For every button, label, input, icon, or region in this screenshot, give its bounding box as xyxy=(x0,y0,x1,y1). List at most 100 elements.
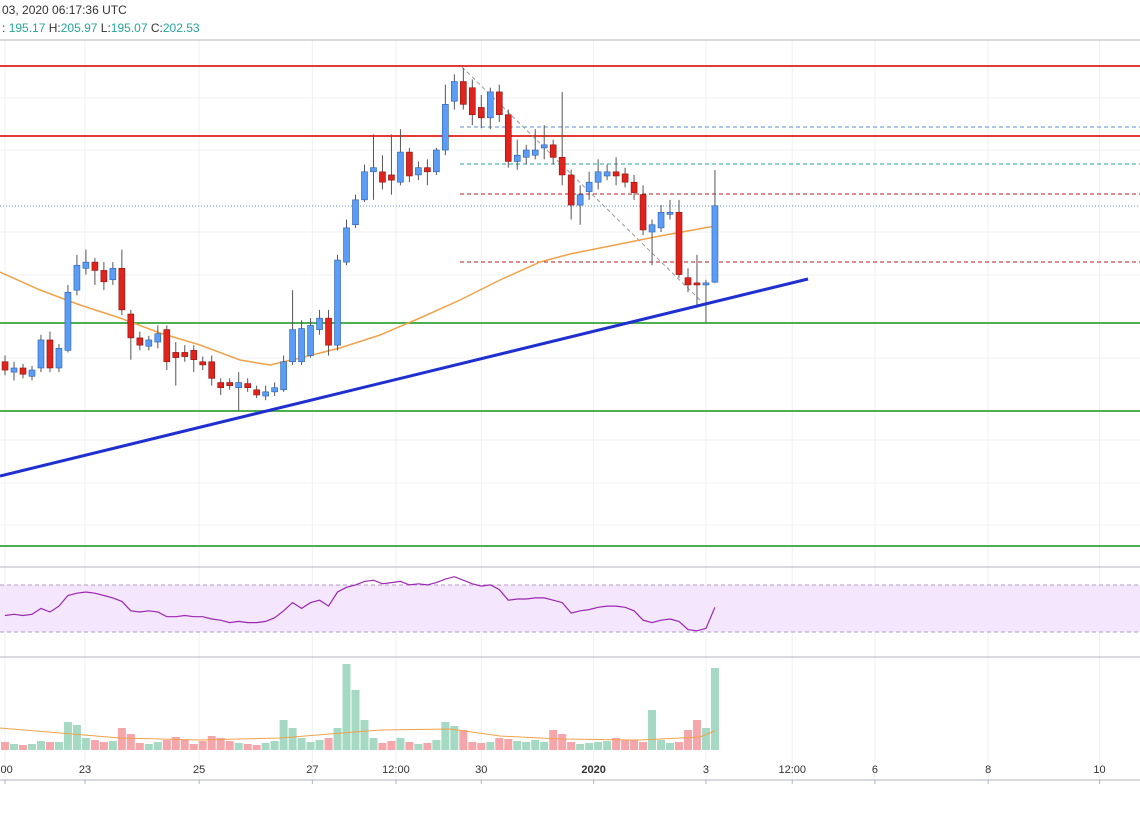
candle-body xyxy=(711,205,719,283)
candle-body xyxy=(208,361,216,379)
candle-body xyxy=(495,91,503,116)
volume-bar xyxy=(477,743,486,750)
volume-bar xyxy=(288,728,297,750)
x-tick-label: 12:00 xyxy=(382,764,410,776)
volume-bar xyxy=(701,728,710,750)
candle-body xyxy=(693,282,701,286)
volume-bar xyxy=(396,738,405,750)
volume-bar xyxy=(135,743,144,750)
volume-bar xyxy=(441,722,450,750)
candle-body xyxy=(325,317,332,346)
volume-bar xyxy=(27,744,36,750)
candle-body xyxy=(100,270,108,283)
volume-bar xyxy=(603,741,612,750)
volume-bar xyxy=(297,738,306,750)
volume-bar xyxy=(243,744,252,750)
candle-body xyxy=(531,149,539,156)
candle-body xyxy=(415,167,422,176)
volume-bar xyxy=(270,741,279,750)
volume-bar xyxy=(306,742,315,750)
x-tick-label: :00 xyxy=(0,764,13,776)
volume-bar xyxy=(585,743,594,750)
volume-bar xyxy=(333,728,342,750)
volume-bar xyxy=(405,742,414,750)
candle-body xyxy=(361,171,368,201)
candle-body xyxy=(567,174,575,206)
candle-body xyxy=(594,171,602,183)
candle-body xyxy=(64,291,72,351)
candle-body xyxy=(244,383,251,389)
volume-bar xyxy=(342,664,351,750)
volume-bar xyxy=(495,738,504,750)
rsi-band xyxy=(0,585,1140,632)
volume-bar xyxy=(692,720,701,750)
volume-bar xyxy=(261,743,270,750)
candle-body xyxy=(702,282,710,286)
volume-bar xyxy=(630,740,639,750)
volume-bar xyxy=(90,740,99,750)
ohlc-value: 202.53 xyxy=(162,21,200,35)
candle-body xyxy=(666,211,674,215)
candle-body xyxy=(262,391,269,397)
volume-bar xyxy=(540,742,549,750)
volume-bar xyxy=(99,742,108,750)
volume-bar xyxy=(315,740,324,750)
volume-bar xyxy=(351,690,360,750)
candle-body xyxy=(460,81,467,105)
volume-bar xyxy=(648,710,657,750)
candle-body xyxy=(226,382,233,386)
candle-body xyxy=(343,227,350,263)
volume-bar xyxy=(153,742,162,750)
candle-body xyxy=(289,329,296,363)
x-tick-label: 30 xyxy=(475,764,487,776)
candle-body xyxy=(136,337,144,346)
candle-body xyxy=(558,156,566,176)
volume-bar xyxy=(414,744,423,750)
candle-body xyxy=(406,151,413,177)
volume-bar xyxy=(108,741,117,750)
volume-bar xyxy=(162,740,171,750)
x-tick-label: 6 xyxy=(872,764,878,776)
ohlc-value: 205.97 xyxy=(60,21,98,35)
x-tick-label: 23 xyxy=(79,764,91,776)
volume-ma xyxy=(0,727,716,741)
volume-bar xyxy=(459,730,468,750)
volume-bar xyxy=(189,744,198,750)
rsi-line xyxy=(4,576,716,632)
candle-body xyxy=(549,144,557,158)
x-tick-label: 8 xyxy=(985,764,991,776)
volume-bar xyxy=(117,728,126,750)
candle-body xyxy=(657,211,665,229)
volume-bar xyxy=(450,726,459,750)
volume-bar xyxy=(36,741,45,750)
x-tick-label: 3 xyxy=(703,764,709,776)
volume-bar xyxy=(126,734,135,750)
volume-bar xyxy=(279,720,288,750)
volume-bar xyxy=(144,744,153,750)
candle-body xyxy=(433,149,440,173)
candle-body xyxy=(630,181,638,193)
candle-body xyxy=(478,107,485,119)
volume-bar xyxy=(522,742,531,750)
candle-body xyxy=(82,261,90,269)
volume-bar xyxy=(45,742,54,750)
volume-bar xyxy=(594,742,603,750)
volume-bar xyxy=(54,742,63,750)
ohlc-label: H: xyxy=(48,21,61,35)
volume-bar xyxy=(234,743,243,750)
candle-body xyxy=(451,81,458,102)
volume-bar xyxy=(171,737,180,750)
candle-body xyxy=(91,261,99,271)
volume-bar xyxy=(198,741,207,750)
volume-bar xyxy=(378,743,387,750)
volume-bar xyxy=(72,725,81,750)
volume-bar xyxy=(207,736,216,750)
candle-body xyxy=(648,224,656,233)
candle-body xyxy=(486,91,494,119)
volume-bar xyxy=(468,742,477,750)
candle-body xyxy=(469,87,476,116)
volume-bar xyxy=(387,741,396,750)
volume-bar xyxy=(63,722,72,750)
candle-body xyxy=(379,171,386,183)
